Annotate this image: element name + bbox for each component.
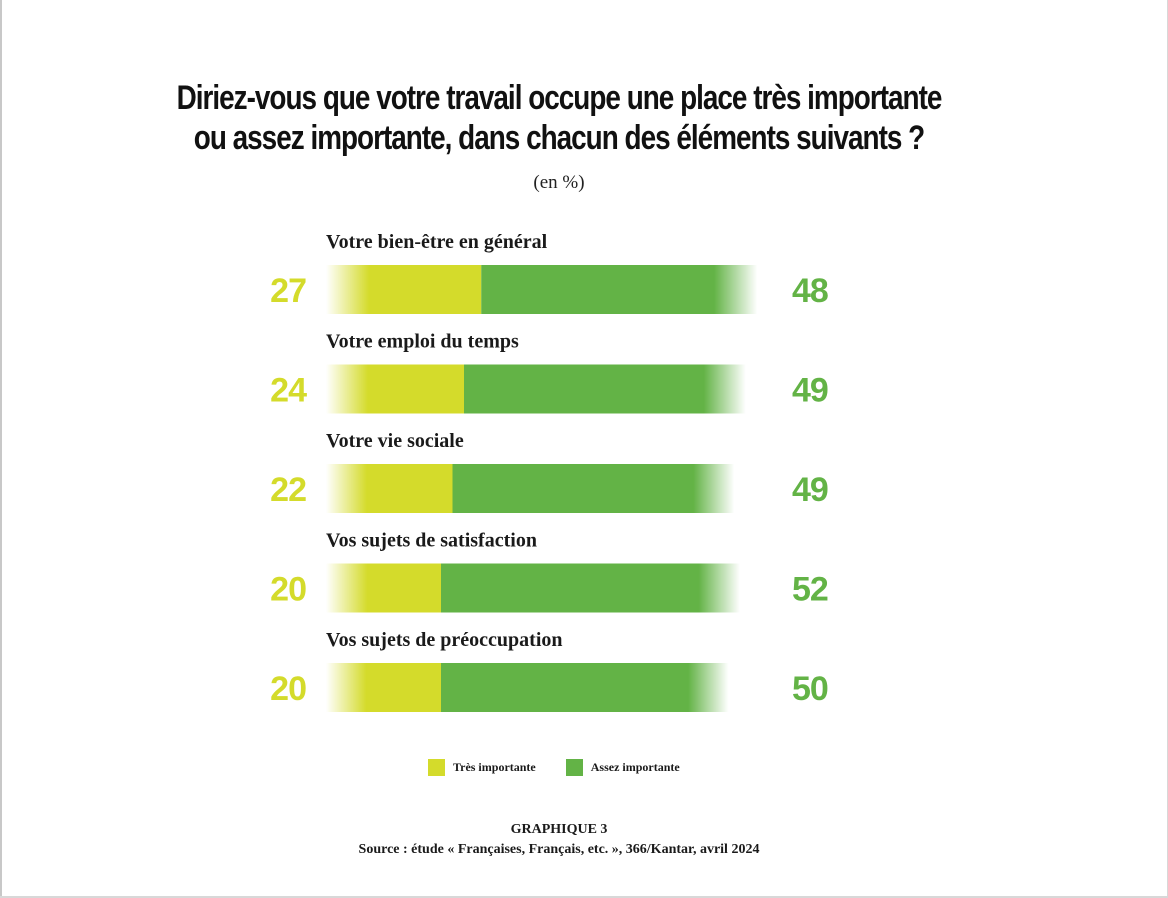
value-label-assez: 49 — [792, 471, 828, 509]
value-label-tres: 20 — [270, 571, 306, 609]
legend-item-assez: Assez importante — [565, 758, 680, 776]
category-label: Vos sujets de satisfaction — [326, 530, 537, 552]
bar-assez-importante — [441, 563, 740, 613]
value-label-tres: 27 — [270, 272, 306, 310]
bar-assez-importante — [481, 265, 758, 314]
value-label-tres: 22 — [270, 471, 306, 509]
legend-item-tres: Très importante — [428, 758, 536, 776]
bar-assez-importante — [464, 364, 746, 414]
value-label-assez: 49 — [792, 372, 828, 410]
bar-group — [326, 464, 735, 513]
caption: GRAPHIQUE 3 Source : étude « Françaises,… — [0, 820, 1118, 860]
category-label: Vos sujets de préoccupation — [326, 629, 563, 651]
legend-swatch-assez — [565, 758, 583, 776]
legend-label-tres: Très importante — [453, 759, 536, 774]
bar-group — [326, 663, 729, 712]
bar-group — [326, 364, 746, 414]
frame-bottom-border — [0, 896, 1168, 898]
bar-tres-importante — [326, 663, 441, 712]
bar-tres-importante — [326, 265, 482, 314]
legend-swatch-tres — [428, 758, 445, 776]
category-label: Votre emploi du temps — [326, 331, 519, 353]
bar-group — [326, 265, 758, 314]
bar-tres-importante — [326, 364, 464, 414]
frame-left-border — [0, 0, 2, 898]
chart-unit: (en %) — [533, 172, 585, 193]
value-label-assez: 50 — [792, 670, 828, 708]
category-label: Votre vie sociale — [326, 430, 464, 452]
category-label: Votre bien-être en général — [326, 231, 548, 253]
value-label-assez: 48 — [792, 272, 828, 310]
value-label-tres: 24 — [270, 372, 307, 410]
value-label-assez: 52 — [792, 571, 828, 609]
chart-title: Diriez-vous que votre travail occupe une… — [101, 78, 1018, 158]
caption-source: Source : étude « Françaises, Français, e… — [358, 842, 760, 857]
bar-tres-importante — [326, 464, 453, 513]
chart-title-line-2: ou assez importante, dans chacun des élé… — [193, 119, 925, 157]
bar-group — [326, 563, 740, 613]
chart-title-line-1: Diriez-vous que votre travail occupe une… — [176, 79, 943, 117]
legend-label-assez: Assez importante — [590, 759, 680, 774]
legend: Très importante Assez importante — [428, 757, 710, 777]
bar-tres-importante — [326, 563, 441, 613]
caption-label: GRAPHIQUE 3 — [510, 822, 608, 837]
value-label-tres: 20 — [270, 670, 306, 708]
bar-assez-importante — [441, 663, 729, 712]
bar-assez-importante — [452, 464, 735, 513]
